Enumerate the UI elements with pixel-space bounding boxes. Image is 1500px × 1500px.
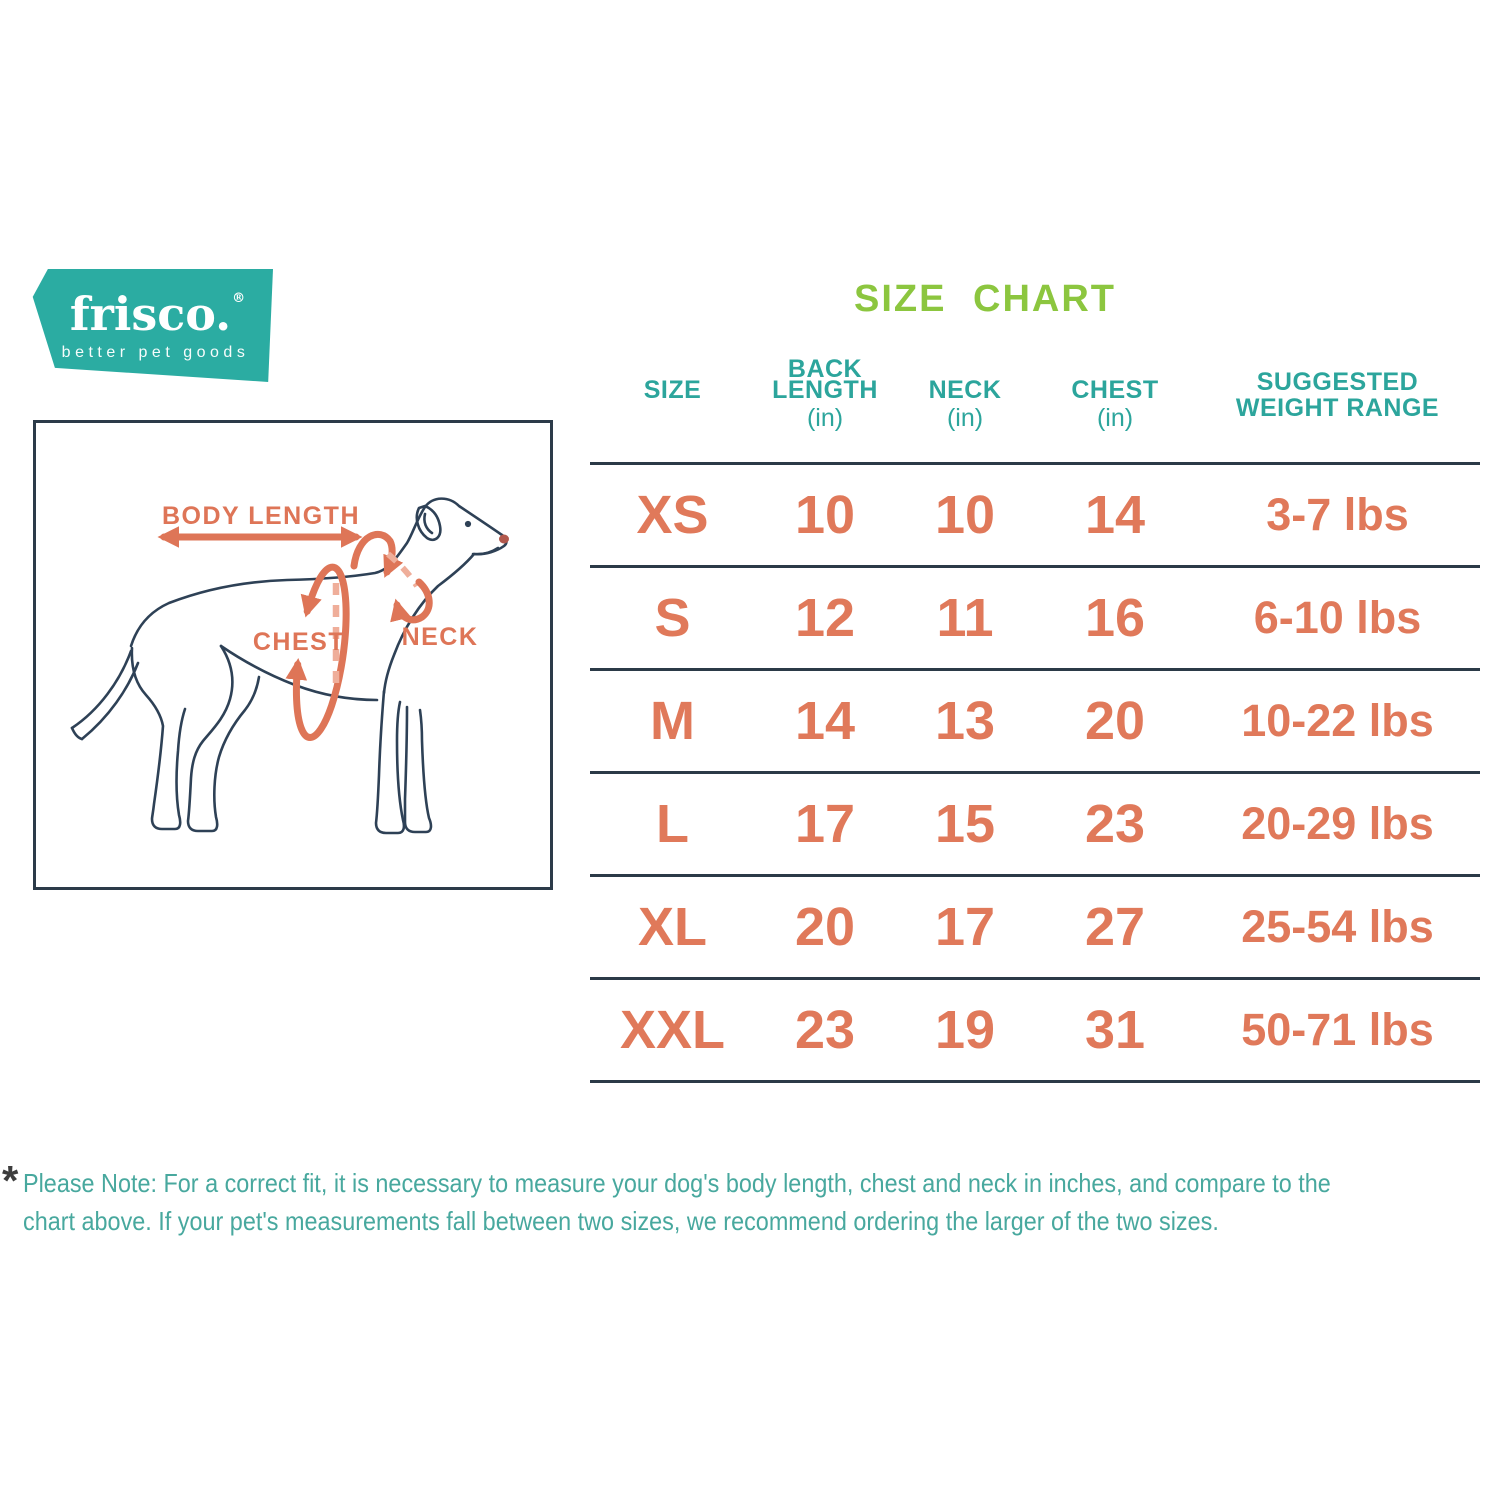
neck-dashed-line: [386, 551, 420, 588]
table-cell-back_length: 12: [794, 588, 856, 648]
chest-measure-loop: [285, 563, 350, 741]
table-cell-size: XL: [637, 897, 707, 957]
dog-nose: [499, 534, 509, 544]
table-cell-chest: 27: [1084, 897, 1146, 957]
neck-label: NECK: [402, 623, 479, 651]
table-cell-neck: 15: [934, 794, 996, 854]
size-table: SIZE BACK LENGTH (in) NECK (in) CHEST (i…: [590, 350, 1480, 1083]
dog-measurement-diagram: BODY LENGTH CHEST NECK: [33, 420, 553, 890]
frisco-logo: frisco.® better pet goods: [32, 269, 273, 382]
table-cell-chest: 20: [1084, 691, 1146, 751]
body-length-label: BODY LENGTH: [162, 502, 360, 530]
footnote-line: Please Note: For a correct fit, it is ne…: [23, 1168, 1332, 1198]
table-cell-chest: 16: [1084, 588, 1146, 648]
table-cell-size: XXL: [619, 1000, 726, 1060]
table-cell-weight: 25-54 lbs: [1241, 901, 1434, 952]
table-cell-neck: 10: [934, 485, 996, 545]
column-header-chest: CHEST (in): [1035, 350, 1195, 462]
table-cell-chest: 14: [1084, 485, 1146, 545]
page-title: SIZE CHART: [854, 278, 1116, 320]
table-row: XXL 23 19 31 50-71 lbs: [590, 977, 1480, 1080]
dog-eye: [464, 520, 472, 528]
logo-wordmark: frisco.: [69, 287, 232, 341]
table-row: L 17 15 23 20-29 lbs: [590, 771, 1480, 874]
footnote-line: chart above. If your pet's measurements …: [23, 1206, 1220, 1236]
header-label: SUGGESTED: [1256, 368, 1419, 396]
neck-measure-loop-top: [350, 530, 404, 578]
column-header-size: SIZE: [590, 350, 755, 462]
neck-measure-loop-bottom: [390, 578, 433, 624]
header-unit: (in): [806, 404, 844, 432]
table-row: XS 10 10 14 3-7 lbs: [590, 462, 1480, 565]
chest-label: CHEST: [253, 628, 345, 656]
table-cell-neck: 11: [936, 588, 994, 648]
header-label: WEIGHT RANGE: [1235, 394, 1440, 422]
column-header-back-length: BACK LENGTH (in): [755, 350, 895, 462]
header-unit: (in): [1096, 404, 1134, 432]
table-cell-size: L: [656, 794, 689, 854]
dog-outline: [70, 497, 509, 835]
table-cell-size: XS: [636, 485, 709, 545]
measurement-annotations: BODY LENGTH CHEST NECK: [157, 502, 479, 741]
header-label: LENGTH: [772, 376, 878, 404]
header-unit: (in): [946, 404, 984, 432]
column-header-weight-range: SUGGESTED WEIGHT RANGE: [1195, 350, 1480, 462]
size-table-header: SIZE BACK LENGTH (in) NECK (in) CHEST (i…: [590, 350, 1480, 462]
size-table-rows: XS 10 10 14 3-7 lbs S 12 11 16 6-10 lbs M 14 13 20 10-…: [590, 462, 1480, 1083]
table-cell-weight: 50-71 lbs: [1241, 1004, 1434, 1055]
dog-tail: [70, 649, 133, 730]
table-cell-neck: 17: [934, 897, 996, 957]
table-cell-weight: 10-22 lbs: [1241, 695, 1434, 746]
table-cell-back_length: 20: [794, 897, 856, 957]
header-label: CHEST: [1071, 376, 1159, 404]
table-row: S 12 11 16 6-10 lbs: [590, 565, 1480, 668]
logo-brand-text: frisco.®: [70, 291, 245, 337]
footnote: * Please Note: For a correct fit, it is …: [2, 1157, 1498, 1240]
dog-ear: [415, 504, 442, 542]
registered-trademark-icon: ®: [232, 291, 246, 306]
table-row: XL 20 17 27 25-54 lbs: [590, 874, 1480, 977]
table-row: M 14 13 20 10-22 lbs: [590, 668, 1480, 771]
table-cell-neck: 19: [934, 1000, 996, 1060]
table-cell-size: S: [654, 588, 691, 648]
table-cell-chest: 31: [1084, 1000, 1146, 1060]
asterisk-mark: *: [2, 1157, 19, 1204]
header-label: SIZE: [643, 376, 702, 404]
table-cell-neck: 13: [934, 691, 996, 751]
dog-illustration: BODY LENGTH CHEST NECK: [70, 497, 509, 835]
table-cell-back_length: 14: [794, 691, 856, 751]
table-cell-back_length: 10: [794, 485, 856, 545]
table-cell-back_length: 23: [794, 1000, 856, 1060]
table-cell-weight: 20-29 lbs: [1241, 798, 1434, 849]
footnote-text: Please Note: For a correct fit, it is ne…: [23, 1164, 1331, 1240]
table-cell-weight: 3-7 lbs: [1266, 489, 1409, 540]
table-cell-size: M: [650, 691, 695, 751]
header-label: BACK: [787, 355, 863, 383]
table-cell-weight: 6-10 lbs: [1253, 592, 1422, 643]
header-label: NECK: [928, 376, 1002, 404]
table-cell-back_length: 17: [794, 794, 856, 854]
column-header-neck: NECK (in): [895, 350, 1035, 462]
logo-tagline: better pet goods: [61, 344, 250, 361]
table-cell-chest: 23: [1084, 794, 1146, 854]
